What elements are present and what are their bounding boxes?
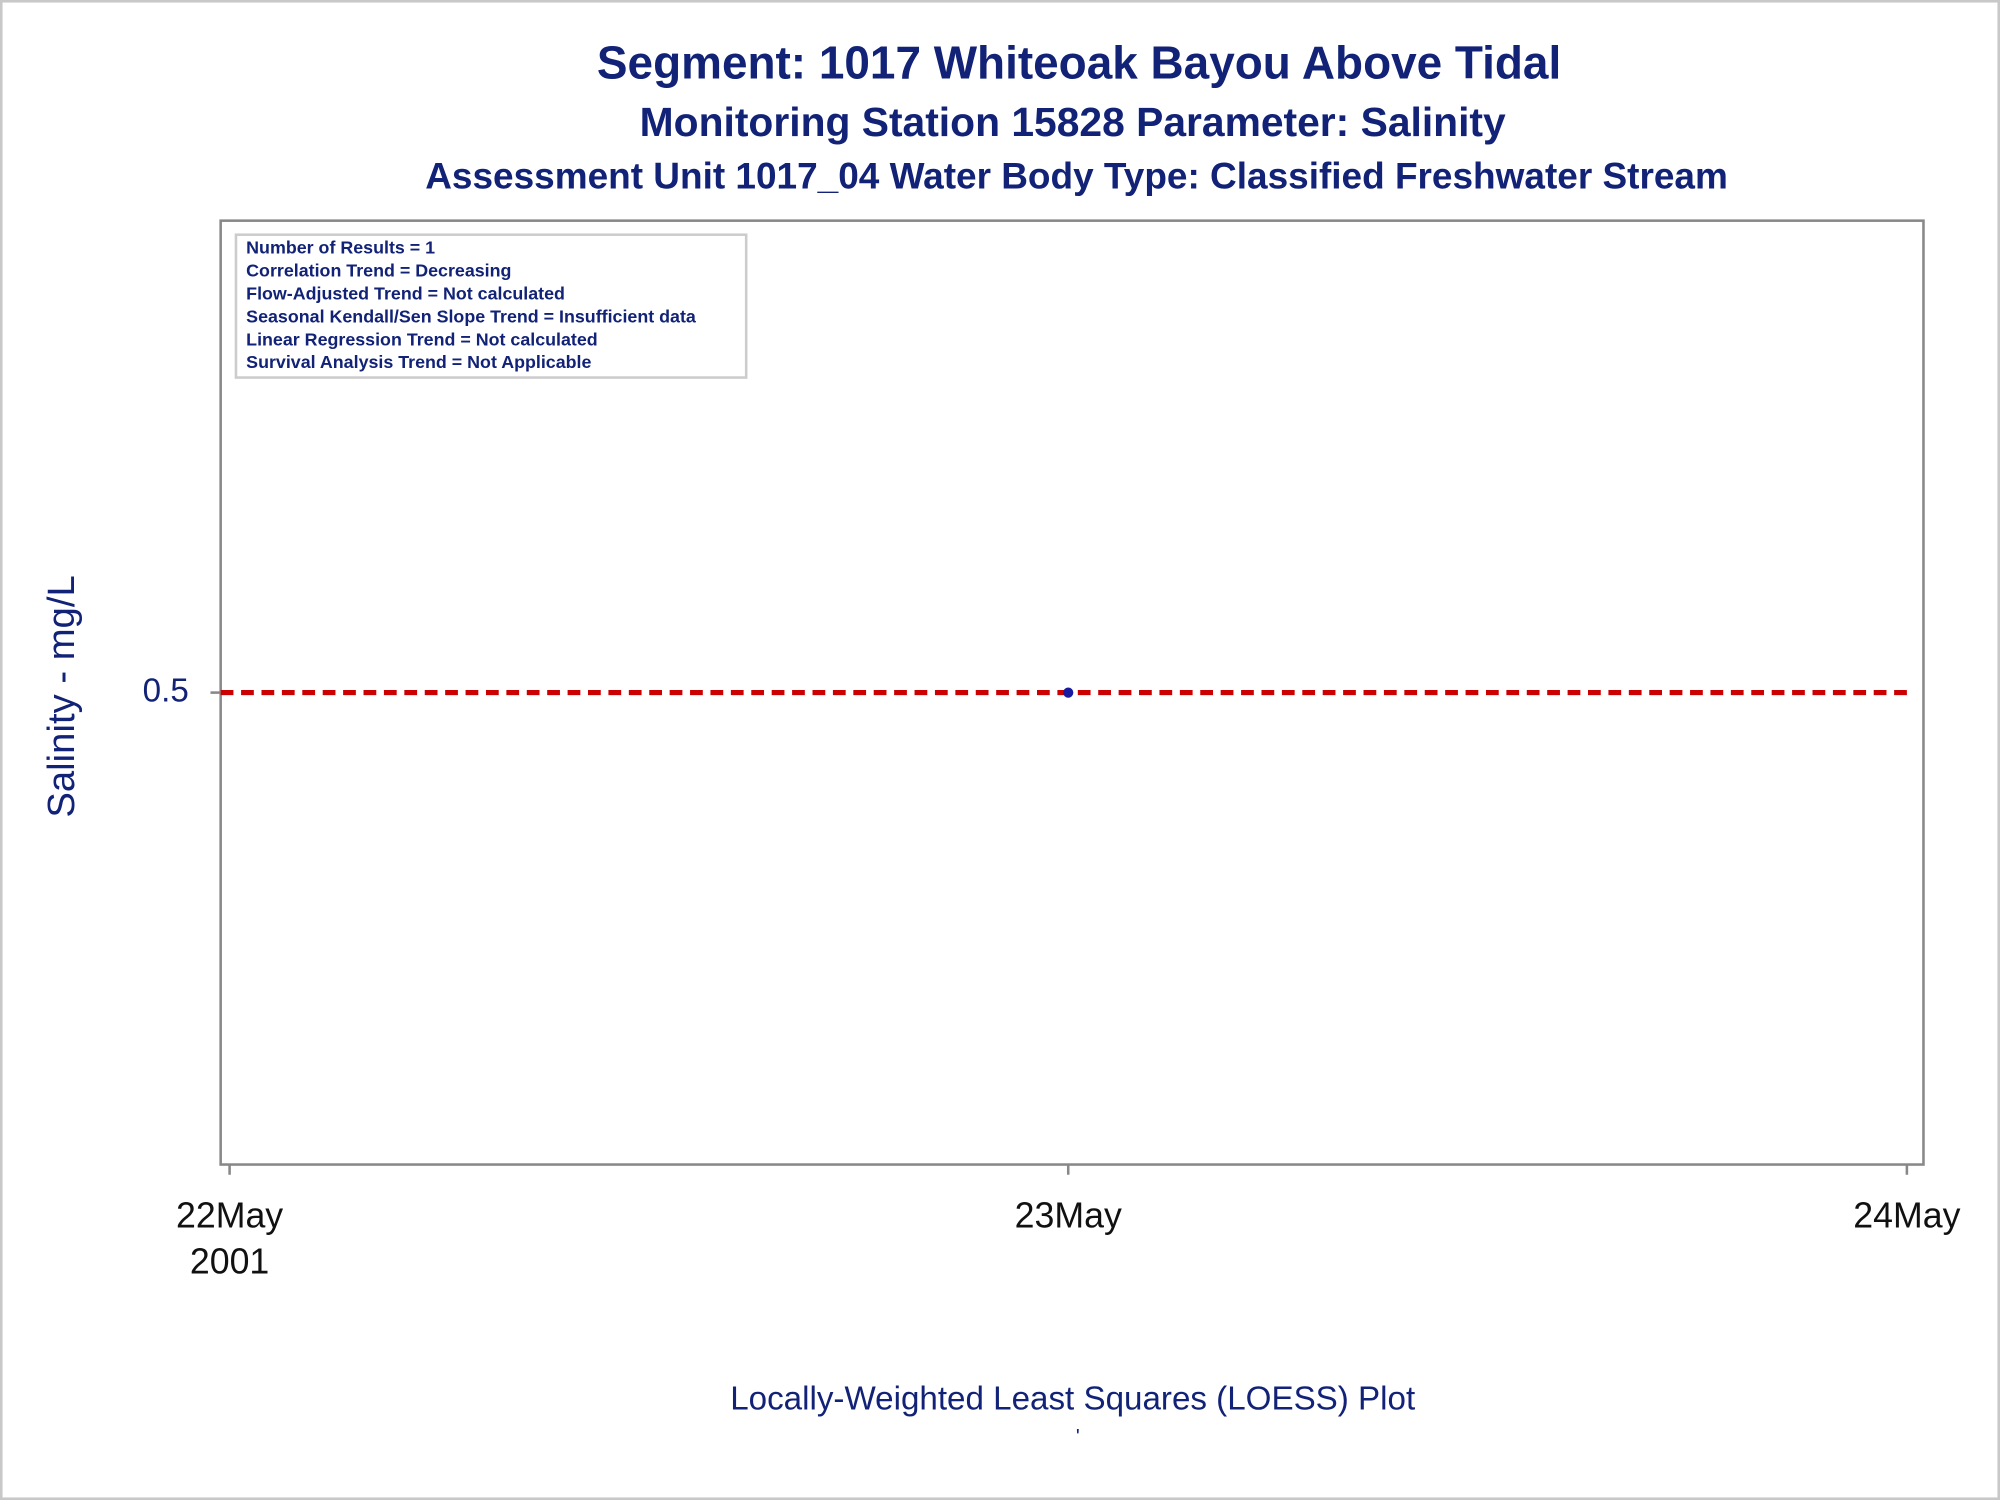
annotation: Seasonal Kendall/Sen Slope Trend = Insuf… [246,306,697,326]
annotation: Correlation Trend = Decreasing [246,260,511,280]
annotation: Flow-Adjusted Trend = Not calculated [246,283,565,303]
x-tick-label: 24May [1853,1196,1960,1236]
x-axis-label: Locally-Weighted Least Squares (LOESS) P… [730,1380,1415,1417]
chart-title: Segment: 1017 Whiteoak Bayou Above Tidal [597,36,1561,88]
x-tick-label: 2001 [190,1241,269,1281]
y-tick-label: 0.5 [143,672,189,709]
annotation: Number of Results = 1 [246,237,435,257]
data-point [1063,687,1074,698]
annotation: Linear Regression Trend = Not calculated [246,329,598,349]
footnote: ' [1076,1426,1080,1448]
chart-subtitle: Monitoring Station 15828 Parameter: Sali… [640,99,1506,145]
annotation: Survival Analysis Trend = Not Applicable [246,352,591,372]
x-tick-label: 23May [1015,1196,1122,1236]
x-tick-label: 22May [176,1196,283,1236]
annotation-box [234,233,748,379]
y-axis-label: Salinity - mg/L [40,575,83,817]
chart-subtitle: Assessment Unit 1017_04 Water Body Type:… [425,155,1728,196]
